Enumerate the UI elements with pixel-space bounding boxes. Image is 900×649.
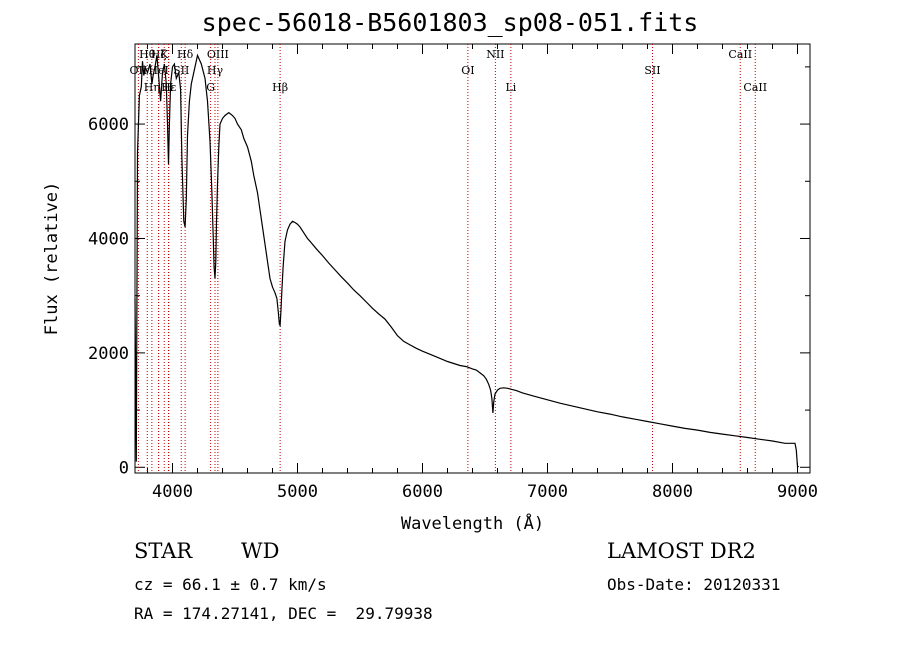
survey-label: LAMOST DR2 [607,539,756,563]
spectral-line-label: SII [173,64,189,77]
y-tick-label: 6000 [88,115,129,135]
x-tick-label: 6000 [402,482,443,502]
chart-title: spec-56018-B5601803_sp08-051.fits [201,8,699,37]
spectral-line-label: Li [505,81,516,94]
x-tick-label: 4000 [152,482,193,502]
spectral-line-label: Hγ [207,64,224,77]
x-tick-label: 9000 [777,482,818,502]
spectral-line-label: Hβ [272,81,288,94]
spectral-line-label: OI [461,64,474,77]
spectral-line-label: G [206,81,215,94]
spectral-line-label: K [160,48,169,61]
y-tick-label: 2000 [88,344,129,364]
spectral-line-label: Hε [161,81,177,94]
spectral-line-label: Hζ [151,48,167,61]
spectrum-line [134,53,799,468]
object-class: STAR [134,539,193,563]
spectral-line-label: Hη [144,81,160,94]
spectral-line-label: SII [644,64,660,77]
x-tick-label: 5000 [277,482,318,502]
y-tick-label: 0 [119,458,129,478]
x-axis-label: Wavelength (Å) [401,512,544,534]
spectral-line-label: CaII [728,48,752,61]
spectral-line-label: OIII [207,48,229,61]
x-tick-label: 7000 [527,482,568,502]
y-tick-label: 4000 [88,229,129,249]
x-tick-label: 8000 [652,482,693,502]
obs-date-text: Obs-Date: 20120331 [607,575,781,594]
spectral-line-label: Hθ [139,48,156,61]
redshift-text: cz = 66.1 ± 0.7 km/s [134,575,327,594]
spectral-line-label: H [164,81,174,94]
y-axis-label: Flux (relative) [42,182,62,336]
coordinates-text: RA = 174.27141, DEC = 29.79938 [134,604,433,623]
spectral-line-label: NII [486,48,504,61]
spectral-line-label: Hδ [177,48,194,61]
object-subclass: WD [241,539,280,563]
spectral-line-label: CaII [743,81,767,94]
plot-frame [134,43,811,474]
